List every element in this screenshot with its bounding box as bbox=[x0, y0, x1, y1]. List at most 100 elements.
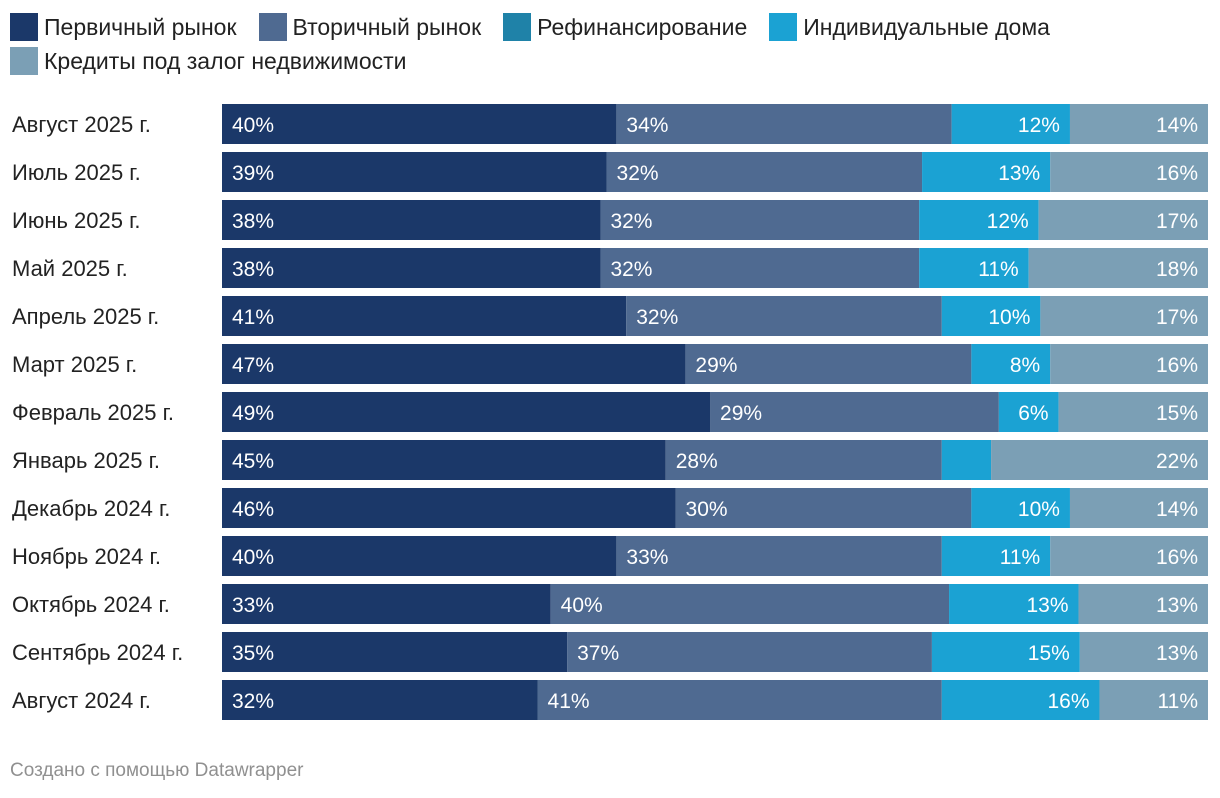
data-label: 41% bbox=[548, 690, 590, 713]
bar-segment bbox=[222, 632, 568, 672]
data-label: 33% bbox=[232, 594, 274, 617]
bar-segment bbox=[616, 104, 952, 144]
data-label: 13% bbox=[1026, 594, 1068, 617]
data-label: 11% bbox=[1000, 546, 1040, 569]
data-label: 14% bbox=[1156, 114, 1198, 137]
data-label: 32% bbox=[610, 258, 652, 281]
bar-segment bbox=[951, 104, 1070, 144]
data-label: 17% bbox=[1156, 306, 1198, 329]
legend-swatch bbox=[503, 13, 532, 41]
bar-segment bbox=[991, 440, 1208, 480]
data-label: 30% bbox=[686, 498, 728, 521]
bar-segment bbox=[998, 392, 1059, 432]
bar-segment bbox=[222, 344, 686, 384]
category-label: Июль 2025 г. bbox=[12, 160, 141, 185]
data-label: 13% bbox=[1156, 642, 1198, 665]
bar-segment bbox=[537, 680, 942, 720]
category-label: Ноябрь 2024 г. bbox=[12, 544, 161, 569]
legend-label: Рефинансирование bbox=[537, 13, 748, 40]
data-label: 47% bbox=[232, 354, 274, 377]
category-label: Август 2024 г. bbox=[12, 688, 151, 713]
bar-segment bbox=[1078, 584, 1208, 624]
data-label: 10% bbox=[1018, 498, 1060, 521]
bar-segment bbox=[1069, 488, 1208, 528]
footer-credit: Создано с помощью Datawrapper bbox=[10, 760, 304, 781]
bar-segment bbox=[1058, 392, 1208, 432]
bar-segment bbox=[1079, 632, 1208, 672]
bar-segment bbox=[222, 104, 617, 144]
bar-segment bbox=[949, 584, 1079, 624]
data-label: 32% bbox=[617, 162, 659, 185]
category-label: Декабрь 2024 г. bbox=[12, 496, 170, 521]
legend-label: Индивидуальные дома bbox=[803, 13, 1050, 40]
data-label: 13% bbox=[1156, 594, 1198, 617]
data-label: 34% bbox=[626, 114, 668, 137]
bar-segment bbox=[222, 536, 617, 576]
bar-segment bbox=[222, 440, 666, 480]
data-label: 11% bbox=[978, 258, 1018, 281]
category-label: Май 2025 г. bbox=[12, 256, 128, 281]
category-label: Февраль 2025 г. bbox=[12, 400, 174, 425]
bar-segment bbox=[919, 248, 1029, 288]
data-label: 15% bbox=[1028, 642, 1070, 665]
legend-item: Первичный рынок bbox=[10, 13, 237, 41]
category-label: Март 2025 г. bbox=[12, 352, 137, 377]
bar-segment bbox=[941, 680, 1100, 720]
bar-segment bbox=[606, 152, 923, 192]
bar-segment bbox=[222, 488, 676, 528]
bar-segment bbox=[600, 248, 920, 288]
bar-segment bbox=[1050, 536, 1208, 576]
data-label: 40% bbox=[232, 546, 274, 569]
category-label: Январь 2025 г. bbox=[12, 448, 160, 473]
data-label: 22% bbox=[1156, 450, 1198, 473]
data-label: 16% bbox=[1156, 354, 1198, 377]
bar-segment bbox=[222, 152, 607, 192]
data-label: 11% bbox=[1158, 690, 1198, 713]
category-label: Июнь 2025 г. bbox=[12, 208, 141, 233]
bar-segment bbox=[675, 488, 972, 528]
data-label: 6% bbox=[1018, 402, 1048, 425]
data-label: 12% bbox=[987, 210, 1029, 233]
legend-swatch bbox=[769, 13, 798, 41]
data-label: 41% bbox=[232, 306, 274, 329]
bar-segment bbox=[1099, 680, 1208, 720]
bar-segment bbox=[931, 632, 1080, 672]
data-label: 32% bbox=[610, 210, 652, 233]
data-label: 33% bbox=[626, 546, 668, 569]
data-label: 29% bbox=[695, 354, 737, 377]
data-label: 32% bbox=[636, 306, 678, 329]
data-label: 40% bbox=[232, 114, 274, 137]
legend-swatch bbox=[258, 13, 287, 41]
data-label: 45% bbox=[232, 450, 274, 473]
bar-segment bbox=[550, 584, 950, 624]
bar-segment bbox=[922, 152, 1051, 192]
data-label: 37% bbox=[577, 642, 619, 665]
legend-label: Первичный рынок bbox=[44, 13, 237, 40]
bar-segment bbox=[222, 392, 711, 432]
legend-label: Кредиты под залог недвижимости bbox=[44, 47, 407, 74]
data-label: 35% bbox=[232, 642, 274, 665]
bar-segment bbox=[941, 296, 1041, 336]
bar-segment bbox=[971, 344, 1051, 384]
data-label: 15% bbox=[1156, 402, 1198, 425]
category-label: Сентябрь 2024 г. bbox=[12, 640, 183, 665]
data-label: 49% bbox=[232, 402, 274, 425]
bar-segment bbox=[626, 296, 942, 336]
data-label: 16% bbox=[1156, 546, 1198, 569]
legend-swatch bbox=[10, 13, 38, 41]
legend-row: Кредиты под залог недвижимости bbox=[10, 46, 1200, 76]
bar-segment bbox=[1028, 248, 1208, 288]
bar-segment bbox=[222, 680, 538, 720]
legend-row: Первичный рынок Вторичный рынок Рефинансир… bbox=[10, 12, 1200, 42]
bar-segment bbox=[971, 488, 1070, 528]
bar-segment bbox=[1050, 152, 1208, 192]
legend-item: Рефинансирование bbox=[503, 13, 747, 41]
data-label: 28% bbox=[676, 450, 718, 473]
bar-segment bbox=[710, 392, 999, 432]
data-label: 10% bbox=[988, 306, 1030, 329]
bar-segment bbox=[941, 440, 992, 480]
data-label: 38% bbox=[232, 258, 274, 281]
data-label: 13% bbox=[998, 162, 1040, 185]
legend-item: Кредиты под залог недвижимости bbox=[10, 47, 407, 75]
